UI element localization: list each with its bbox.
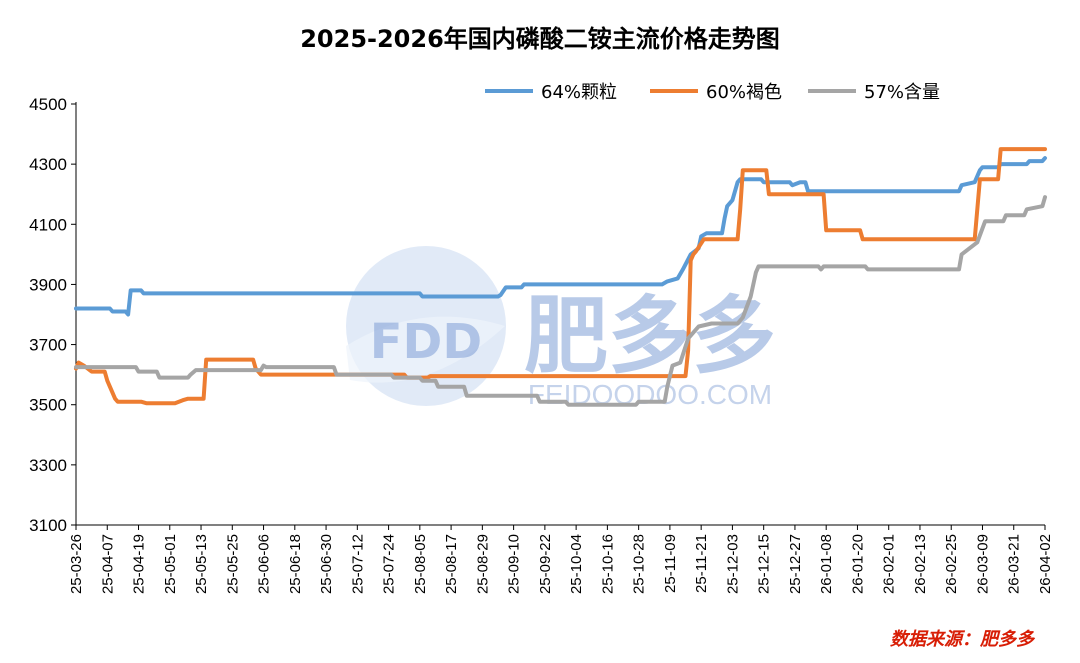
axes: 3100 3300 3500 3700 3900 4100 4300 4500 25-03-26… [29,95,1054,594]
watermark-logo-swoosh [346,316,505,383]
x-tick-label: 25-08-17 [443,534,460,594]
y-tick-label: 4100 [29,215,67,234]
y-tick-label: 4500 [29,95,67,114]
series-lines [74,147,1047,407]
x-tick-label: 25-09-10 [506,534,523,594]
series-line-3 [74,195,1047,407]
x-tick-label: 25-07-24 [381,534,398,594]
watermark-url: FEIDOODOO.COM [528,379,772,410]
watermark-logo-text: FDD [370,314,482,370]
x-tick-label: 25-04-07 [99,534,116,594]
x-tick-label: 26-03-09 [974,534,991,594]
series-line-2 [74,147,1047,406]
legend-label-2: 60%褐色 [706,82,782,103]
chart-title: 2025-2026年国内磷酸二铵主流价格走势图 [300,25,780,53]
x-tick-label: 25-10-04 [568,534,585,594]
y-tick-label: 3500 [29,396,67,415]
x-tick-label: 25-11-21 [693,534,710,593]
x-tick-label: 25-05-13 [193,534,210,594]
x-tick-label: 25-06-30 [318,534,335,594]
source-note: 数据来源：肥多多 [890,629,1034,650]
x-tick-label: 26-02-13 [912,534,929,594]
y-tick-label: 3100 [29,516,67,535]
series-line-1 [74,156,1047,317]
x-tick-label: 26-02-25 [943,534,960,594]
y-tick-label: 3900 [29,275,67,294]
x-tick-label: 26-04-02 [1037,534,1054,594]
x-tick-label: 25-05-25 [224,534,241,594]
x-tick-label: 25-12-03 [724,534,741,594]
x-tick-label: 25-12-15 [756,534,773,594]
x-tick-label: 25-07-12 [349,534,366,594]
x-tick-label: 25-11-09 [662,534,679,593]
x-tick-label: 26-01-20 [849,534,866,594]
legend-label-1: 64%颗粒 [541,82,617,103]
y-tick-label: 4300 [29,155,67,174]
x-tick-label: 26-02-01 [881,534,898,594]
x-tick-label: 25-09-22 [537,534,554,594]
x-tick-label: 25-10-28 [631,534,648,594]
legend-label-3: 57%含量 [864,82,940,103]
x-tick-label: 26-01-08 [818,534,835,594]
watermark-brand-text: 肥多多 [524,287,776,385]
x-tick-label: 25-08-29 [474,534,491,594]
watermark: FDD 肥多多 FEIDOODOO.COM [346,246,776,410]
x-tick-label: 26-03-21 [1006,534,1023,594]
y-tick-label: 3300 [29,456,67,475]
y-tick-label: 3700 [29,336,67,355]
x-tick-label: 25-10-16 [599,534,616,594]
x-tick-label: 25-06-06 [256,534,273,594]
x-tick-label: 25-05-01 [162,534,179,594]
x-tick-label: 25-04-19 [131,534,148,594]
x-tick-label: 25-03-26 [68,534,85,594]
legend: 64%颗粒 60%褐色 57%含量 [485,82,940,103]
x-tick-label: 25-06-18 [287,534,304,594]
x-tick-label: 25-12-27 [787,534,804,594]
x-tick-label: 25-08-05 [412,534,429,594]
